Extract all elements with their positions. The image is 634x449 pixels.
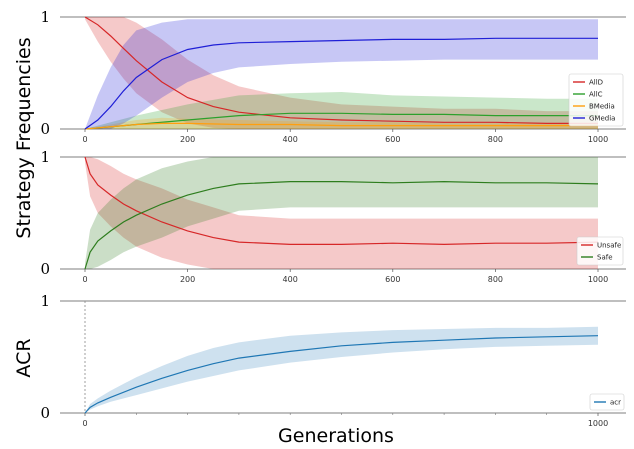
line-safe — [84, 180, 599, 270]
band-unsafe — [85, 157, 598, 269]
xtick-label: 400 — [283, 275, 298, 284]
ytick-label: 0 — [40, 260, 50, 278]
ytick-label: 0 — [40, 404, 50, 422]
line-bmedia — [84, 122, 598, 130]
xtick-label: 200 — [180, 135, 195, 144]
line-acr — [84, 335, 599, 414]
xtick-label: 800 — [488, 135, 503, 144]
ytick-label: 1 — [40, 292, 50, 310]
legend-label-alld: AllD — [589, 79, 603, 87]
xtick-label: 0 — [82, 419, 87, 428]
panel-safety-frequencies: 0 200 400 600 800 1000 0 1 Unsafe Safe — [40, 148, 626, 284]
xtick-label: 400 — [283, 135, 298, 144]
legend-label-allc: AllC — [589, 91, 603, 99]
panel-strategy-frequencies: 0 200 400 600 800 1000 0 1 AllD AllC BMedia GMedia — [40, 8, 626, 144]
band-allc — [85, 92, 598, 129]
line-unsafe — [84, 156, 599, 246]
xtick-label: 1000 — [588, 419, 608, 428]
ylabel-acr: ACR — [13, 338, 35, 377]
legend-box — [568, 73, 624, 127]
xtick-label: 0 — [82, 135, 87, 144]
legend-label-unsafe: Unsafe — [597, 242, 621, 250]
xtick-label: 800 — [488, 275, 503, 284]
panel-acr: 0 1000 0 1 acr — [40, 292, 626, 428]
xtick-label: 0 — [82, 275, 87, 284]
xtick-label: 1000 — [588, 275, 608, 284]
line-alld — [84, 16, 598, 124]
legend: acr — [589, 393, 625, 411]
xtick-label: 600 — [385, 135, 400, 144]
xtick-label: 600 — [385, 275, 400, 284]
ytick-label: 1 — [40, 8, 50, 26]
legend-label-gmedia: GMedia — [589, 115, 615, 123]
band-acr — [85, 326, 598, 413]
band-gmedia — [85, 19, 598, 130]
legend-box — [576, 236, 624, 266]
legend-label-bmedia: BMedia — [589, 103, 615, 111]
band-safe — [85, 157, 598, 269]
ytick-label: 1 — [40, 148, 50, 166]
xlabel-generations: Generations — [278, 425, 394, 447]
legend-label-safe: Safe — [597, 254, 613, 262]
xtick-label: 1000 — [588, 135, 608, 144]
legend: AllD AllC BMedia GMedia — [568, 73, 624, 127]
legend-label-acr: acr — [610, 399, 621, 407]
line-gmedia — [84, 37, 598, 130]
legend: Unsafe Safe — [576, 236, 624, 266]
ytick-label: 0 — [40, 120, 50, 138]
ylabel-strategy-frequencies: Strategy Frequencies — [13, 37, 35, 238]
band-alld — [85, 17, 598, 129]
xtick-label: 200 — [180, 275, 195, 284]
legend-box — [589, 393, 625, 411]
